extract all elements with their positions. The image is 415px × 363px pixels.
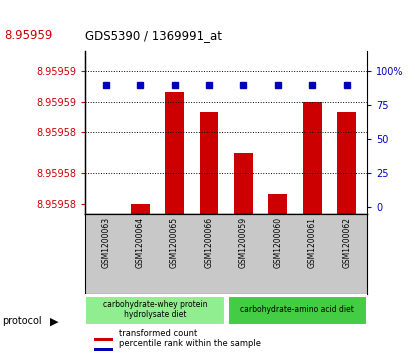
Text: GSM1200063: GSM1200063 [101,217,110,268]
Text: GSM1200064: GSM1200064 [136,217,145,268]
Bar [200,112,218,214]
Bar [234,153,253,214]
Text: GSM1200060: GSM1200060 [273,217,282,268]
Text: ▶: ▶ [50,316,58,326]
Bar [269,194,287,214]
FancyBboxPatch shape [85,295,225,325]
Bar [96,214,115,234]
Bar [303,102,322,214]
FancyBboxPatch shape [93,338,113,340]
Text: GDS5390 / 1369991_at: GDS5390 / 1369991_at [85,29,222,42]
Bar [165,92,184,214]
Text: carbohydrate-whey protein
hydrolysate diet: carbohydrate-whey protein hydrolysate di… [103,300,207,319]
FancyBboxPatch shape [93,348,113,351]
Text: protocol: protocol [2,316,42,326]
Text: carbohydrate-amino acid diet: carbohydrate-amino acid diet [240,305,354,314]
Text: GSM1200065: GSM1200065 [170,217,179,268]
Bar [337,112,356,214]
Text: GSM1200059: GSM1200059 [239,217,248,268]
Text: GSM1200061: GSM1200061 [308,217,317,268]
FancyBboxPatch shape [227,295,367,325]
Text: percentile rank within the sample: percentile rank within the sample [119,339,261,348]
Text: GSM1200066: GSM1200066 [205,217,213,268]
Text: GSM1200062: GSM1200062 [342,217,351,268]
Text: 8.95959: 8.95959 [4,29,53,42]
Text: transformed count: transformed count [119,329,197,338]
Bar [131,204,149,214]
